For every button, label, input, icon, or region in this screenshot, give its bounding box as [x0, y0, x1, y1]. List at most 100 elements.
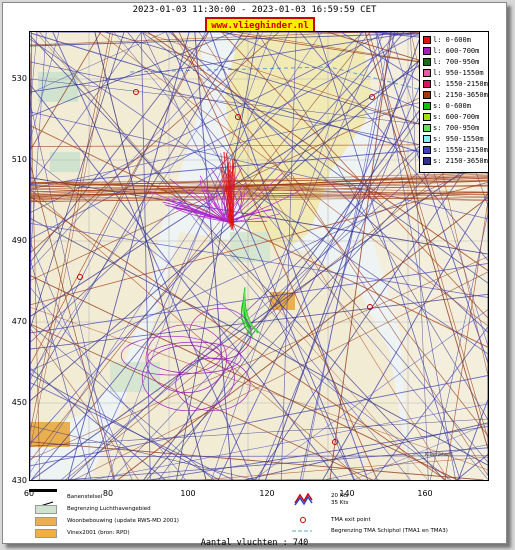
flight-track — [30, 177, 488, 199]
flight-track — [113, 32, 488, 480]
flight-track — [30, 84, 339, 480]
runways-swatch — [35, 493, 55, 508]
flight-track — [30, 32, 125, 330]
flight-track-map[interactable]: Kilometers — [29, 31, 489, 481]
tma-boundary-icon — [292, 530, 312, 532]
flight-track — [322, 192, 488, 480]
grid-lines — [30, 32, 488, 480]
land-west — [30, 32, 205, 432]
y-tick-label: 430 — [11, 476, 27, 485]
flight-track — [30, 197, 488, 202]
x-tick-label: 160 — [417, 489, 433, 498]
flight-track — [373, 326, 488, 480]
flight-track — [127, 32, 488, 463]
flight-track — [142, 32, 355, 480]
legend-label: s: 700-950m — [433, 124, 480, 132]
housing-swatch — [35, 517, 57, 526]
flight-track — [329, 32, 392, 480]
kilometers-label: Kilometers — [425, 452, 452, 458]
flight-track — [30, 192, 488, 201]
flight-track — [30, 262, 488, 334]
flight-track — [457, 399, 488, 480]
flight-track — [117, 197, 488, 480]
housing-label: Woonbebouwing (update RWS-MD 2001) — [67, 518, 179, 524]
legend-swatch — [423, 91, 431, 99]
flight-track — [226, 153, 233, 228]
legend-swatch — [423, 47, 431, 55]
flight-track — [299, 32, 488, 261]
flight-track — [30, 258, 92, 480]
flight-track — [30, 32, 114, 450]
legend-item: s: 2150-3650m — [423, 156, 488, 166]
legend-swatch — [423, 113, 431, 121]
legend-item: l: 1550-2150m — [423, 79, 488, 89]
airport-boundary-swatch — [35, 505, 57, 514]
flight-track — [30, 373, 220, 480]
vinex-label: Vinex2001 (bron: RPD) — [67, 530, 130, 536]
x-tick-label: 80 — [102, 489, 114, 498]
flight-track — [317, 32, 461, 480]
legend-label: l: 2150-3650m — [433, 91, 488, 99]
flight-track — [258, 32, 443, 480]
tma-exit-points — [77, 89, 375, 445]
altitude-legend: l: 0-600m l: 600-700m l: 700-950m l: 950-15… — [419, 31, 489, 173]
flight-track — [30, 191, 488, 195]
flight-track — [188, 188, 229, 223]
legend-swatch — [423, 124, 431, 132]
flight-track — [30, 177, 488, 255]
map-legend-bottom: Banenstelsel Begrenzing Luchthavengebied… — [29, 481, 487, 541]
flight-track — [353, 423, 488, 480]
flight-track — [30, 32, 234, 118]
tma-boundary — [129, 66, 431, 93]
flight-track — [30, 32, 422, 240]
flight-track — [231, 159, 235, 230]
flight-track — [323, 444, 488, 480]
flight-track — [162, 201, 229, 223]
flight-track — [375, 32, 456, 480]
airport-boundary-label: Begrenzing Luchthavengebied — [67, 506, 151, 512]
y-tick-label: 530 — [11, 74, 27, 83]
flight-track — [30, 143, 488, 186]
wind-20-label: 20 Kts — [331, 493, 349, 499]
flight-track — [171, 32, 449, 480]
flight-track — [164, 204, 229, 223]
y-tick-label: 450 — [11, 398, 27, 407]
urban-patch — [50, 152, 80, 172]
flight-track — [30, 32, 244, 391]
flight-track — [364, 32, 488, 449]
legend-swatch — [423, 80, 431, 88]
flight-track — [30, 87, 488, 190]
x-tick-label: 60 — [23, 489, 35, 498]
flight-track — [67, 32, 190, 480]
flight-track — [30, 32, 418, 93]
flight-track — [69, 80, 488, 480]
wind-35-label: 35 Kts — [331, 500, 349, 506]
tma-exit-icon — [300, 517, 306, 523]
flight-track — [94, 32, 207, 480]
flight-track — [223, 166, 235, 223]
flight-track — [430, 212, 488, 480]
flight-track — [174, 207, 229, 223]
flight-track — [217, 32, 433, 480]
legend-label: l: 0-600m — [433, 36, 471, 44]
flight-track — [175, 357, 251, 412]
flight-track — [30, 181, 488, 306]
flight-track — [30, 180, 488, 193]
flight-track — [30, 172, 488, 188]
flight-track — [456, 454, 488, 480]
flight-track — [30, 275, 458, 480]
flight-track — [30, 241, 133, 480]
y-tick-label: 490 — [11, 236, 27, 245]
flight-track — [178, 32, 378, 480]
legend-item: s: 0-600m — [423, 101, 471, 111]
x-tick-label: 120 — [259, 489, 275, 498]
flight-track — [265, 32, 423, 480]
legend-label: s: 0-600m — [433, 102, 471, 110]
wind-barb-icon — [294, 492, 313, 506]
flight-track — [149, 425, 488, 480]
legend-item: s: 700-950m — [423, 123, 479, 133]
flight-track — [30, 32, 264, 377]
legend-label: s: 950-1550m — [433, 135, 484, 143]
tma-exit-label: TMA exit point — [331, 517, 371, 523]
x-tick-label: 140 — [339, 489, 355, 498]
